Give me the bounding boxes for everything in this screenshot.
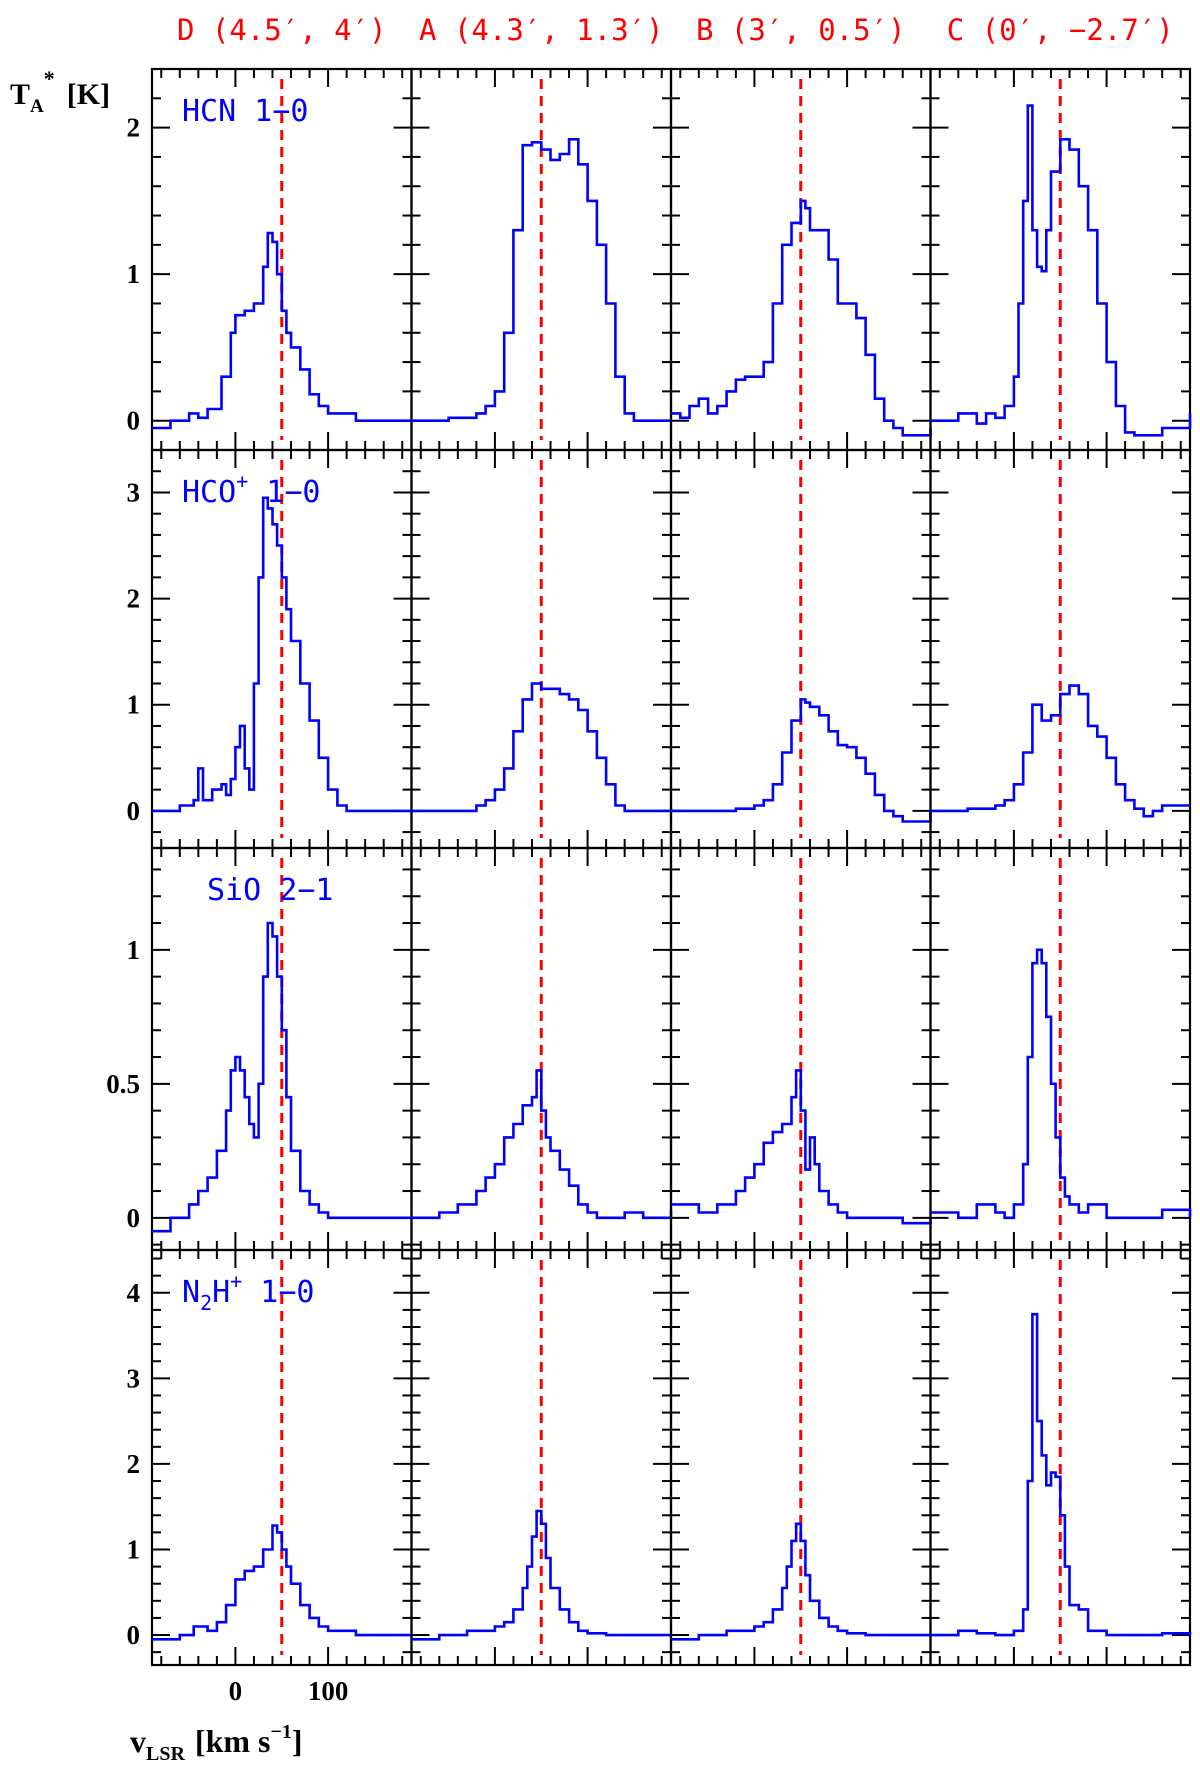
molecule-label: HCN 1−0: [182, 94, 308, 129]
spectrum-line: [671, 1522, 931, 1641]
panel-row2-col-d: HCO+ 1−0: [150, 448, 413, 850]
molecule-label-part: SiO 2−1: [207, 873, 333, 908]
x-axis-title-sub: LSR: [146, 1743, 185, 1765]
column-header-a: A (4.3′, 1.3′): [419, 13, 663, 47]
spectrum-line: [411, 1069, 673, 1220]
y-tick-label: 4: [127, 1278, 141, 1308]
row-1: HCN 1−0 0 1 2: [127, 67, 1192, 452]
spectrum-line: [411, 138, 671, 422]
molecule-label: SiO 2−1: [207, 873, 333, 908]
y-axis-title-sup: *: [44, 66, 55, 91]
panel-row3-col-a: [410, 846, 673, 1252]
y-tick-label: 0.5: [106, 1069, 140, 1099]
y-tick-label: 2: [127, 584, 141, 614]
y-tick-label: 3: [127, 477, 141, 507]
y-tick-label: 1: [127, 259, 141, 289]
column-header-c: C (0′, −2.7′): [947, 13, 1174, 47]
svg-text:vLSR[km s−1]: vLSR [km s−1]: [130, 1721, 303, 1765]
spectrum-line: [671, 1069, 932, 1225]
y-tick-label: 2: [127, 113, 141, 143]
spectrum-line: [411, 1509, 671, 1641]
spectrum-line: [152, 496, 412, 813]
panel-row4-col-d: N2H+ 1−0: [150, 1248, 413, 1667]
molecule-label-part: 1−0: [242, 1275, 314, 1310]
x-axis-title-unit-exp: −1: [270, 1721, 291, 1743]
y-tick-label: 1: [127, 1534, 141, 1564]
panel-row1-col-a: [410, 67, 673, 452]
y-tick-label: 1: [127, 690, 141, 720]
spectrum-line: [671, 698, 932, 823]
spectrum-line: [671, 199, 932, 437]
molecule-label: N2H+ 1−0: [182, 1269, 314, 1315]
svg-text:TA*[K]: TA* [K]: [10, 66, 110, 117]
panel-row1-col-d: HCN 1−0: [150, 67, 413, 452]
column-headers: D (4.5′, 4′) A (4.3′, 1.3′) B (3′, 0.5′) C …: [177, 13, 1174, 47]
molecule-label-part: 1−0: [236, 94, 308, 129]
molecule-label-part: +: [230, 1269, 242, 1293]
molecule-label-part: HCO: [182, 475, 236, 510]
x-tick-label: 0: [229, 1676, 243, 1706]
molecule-label-part: HCN: [182, 94, 236, 129]
panel-row1-col-c: [929, 67, 1192, 452]
spectrum-line: [152, 921, 412, 1233]
y-axis-title-sub: A: [30, 96, 44, 117]
molecule-label-part: +: [236, 469, 248, 493]
molecule-label: HCO+ 1−0: [182, 469, 320, 510]
panel-row2-col-a: [410, 448, 673, 850]
y-tick-label: 0: [127, 1620, 141, 1650]
row-3: SiO 2−1 0 0.5 1: [106, 846, 1192, 1252]
panel-row1-col-b: [669, 67, 932, 452]
y-tick-label: 0: [127, 1203, 141, 1233]
panel-row4-col-c: [929, 1248, 1192, 1667]
y-tick-label: 2: [127, 1449, 141, 1479]
spectrum-line: [411, 682, 673, 813]
molecule-label-part: 1−0: [248, 475, 320, 510]
spectrum-line: [930, 1312, 1192, 1637]
spectrum-line: [930, 684, 1190, 818]
panel-row3-col-c: [929, 846, 1192, 1252]
panel-row3-col-d: SiO 2−1: [150, 846, 413, 1252]
x-tick-label: 100: [308, 1676, 349, 1706]
column-header-b: B (3′, 0.5′): [696, 13, 906, 47]
x-axis-title: vLSR [km s−1]: [130, 1721, 303, 1765]
spectrum-line: [152, 231, 412, 430]
spectrum-line: [930, 104, 1192, 437]
panel-row4-col-a: [410, 1248, 673, 1667]
x-axis-title-main: v: [130, 1723, 146, 1759]
panel-row3-col-b: [669, 846, 932, 1252]
y-tick-label: 3: [127, 1363, 141, 1393]
y-tick-label: 0: [127, 406, 141, 436]
panel-row2-col-b: [669, 448, 932, 850]
panel-row4-col-b: [669, 1248, 932, 1667]
spectrum-line: [930, 948, 1192, 1220]
panel-row2-col-c: [929, 448, 1192, 850]
y-axis-title-main: T: [10, 78, 30, 111]
y-axis-title: TA* [K]: [10, 66, 110, 117]
spectrum-line: [152, 1524, 412, 1641]
row-2: HCO+ 1−0 0 1 2 3: [127, 448, 1192, 850]
molecule-label-part: N: [182, 1275, 200, 1310]
molecule-label-part: 2: [200, 1291, 212, 1315]
x-axis-title-unit-after: ]: [292, 1723, 303, 1759]
column-header-d: D (4.5′, 4′): [177, 13, 387, 47]
y-axis-title-unit: [K]: [67, 78, 110, 111]
molecule-label-part: H: [212, 1275, 230, 1310]
y-tick-label: 0: [127, 796, 141, 826]
y-tick-label: 1: [127, 935, 141, 965]
x-axis-title-unit-before: [km s: [195, 1723, 271, 1759]
panel-frame: [929, 1248, 1192, 1667]
